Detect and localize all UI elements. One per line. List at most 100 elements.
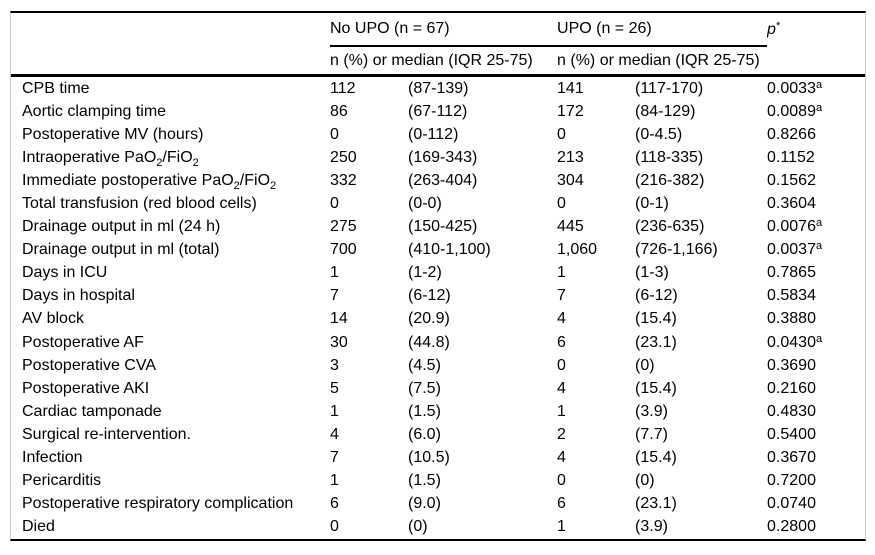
- row-label-cell: Aortic clamping time: [22, 102, 167, 120]
- upo-n-cell: 304: [557, 171, 584, 189]
- empty-header-cell: [11, 13, 330, 46]
- no-upo-iqr-cell: (20.9): [408, 310, 450, 328]
- upo-n-cell: 1: [557, 402, 566, 420]
- p-value-cell: 0.3690: [767, 356, 816, 374]
- table-row: Days in ICU 1 (1-2) 1 (1-3) 0.7865: [11, 262, 865, 285]
- table-row: Postoperative respiratory complication 6 (…: [11, 493, 865, 516]
- no-upo-n-cell: 30: [330, 333, 348, 351]
- p-value-cell: 0.0037a: [767, 240, 823, 259]
- p-value-cell: 0.1152: [767, 148, 815, 166]
- upo-n-cell: 0: [557, 125, 566, 143]
- row-label-cell: Intraoperative PaO2/FiO2: [22, 148, 199, 169]
- table-header: No UPO (n = 67) UPO (n = 26) p* n (%) or…: [11, 13, 865, 77]
- upo-n-cell: 6: [557, 495, 566, 513]
- no-upo-n-cell: 3: [330, 356, 339, 374]
- p-value-cell: 0.3880: [767, 310, 816, 328]
- table-row: Drainage output in ml (24 h) 275 (150-425)…: [11, 216, 865, 239]
- p-symbol: p: [767, 20, 776, 38]
- upo-iqr-cell: (23.1): [635, 495, 677, 513]
- group-header-row: No UPO (n = 67) UPO (n = 26) p*: [11, 13, 865, 47]
- no-upo-iqr-cell: (9.0): [408, 495, 441, 513]
- upo-iqr-cell: (7.7): [635, 425, 668, 443]
- table-row: Postoperative AF 30 (44.8) 6 (23.1) 0.0430a: [11, 331, 865, 354]
- no-upo-iqr-cell: (10.5): [408, 449, 450, 467]
- table-body: CPB time 112 (87-139) 141 (117-170) 0.0033a Ao…: [11, 76, 865, 539]
- upo-iqr-cell: (1-3): [635, 264, 669, 282]
- upo-n-cell: 7: [557, 287, 566, 305]
- table-row: Drainage output in ml (total) 700 (410-1,1…: [11, 239, 865, 262]
- table-row: CPB time 112 (87-139) 141 (117-170) 0.0033a: [11, 76, 865, 101]
- upo-iqr-cell: (15.4): [635, 449, 677, 467]
- upo-subheader: n (%) or median (IQR 25-75): [557, 46, 768, 77]
- no-upo-iqr-cell: (410-1,100): [408, 241, 491, 259]
- p-value-cell: 0.0033a: [767, 78, 823, 97]
- no-upo-n-cell: 1: [330, 264, 339, 282]
- table-row: Surgical re-intervention. 4 (6.0) 2 (7.7) 0.5…: [11, 423, 865, 446]
- p-value-cell: 0.0089a: [767, 101, 823, 120]
- table-row: Pericarditis 1 (1.5) 0 (0) 0.7200: [11, 470, 865, 493]
- subscript: 2: [192, 156, 199, 169]
- no-upo-iqr-cell: (6.0): [408, 425, 441, 443]
- no-upo-n-cell: 332: [330, 171, 357, 189]
- row-label-cell: Postoperative AF: [22, 333, 144, 351]
- table-row: AV block 14 (20.9) 4 (15.4) 0.3880: [11, 308, 865, 331]
- no-upo-iqr-cell: (150-425): [408, 218, 478, 236]
- table-row: Intraoperative PaO2/FiO2 250 (169-343) 213 (…: [11, 146, 865, 169]
- p-value-cell: 0.7200: [767, 472, 816, 490]
- upo-iqr-cell: (84-129): [635, 102, 696, 120]
- no-upo-n-cell: 86: [330, 102, 348, 120]
- row-label-cell: Died: [22, 518, 55, 536]
- upo-n-cell: 0: [557, 195, 566, 213]
- footnote-marker: a: [815, 332, 823, 345]
- no-upo-n-cell: 14: [330, 310, 348, 328]
- table-row: Infection 7 (10.5) 4 (15.4) 0.3670: [11, 447, 865, 470]
- no-upo-n-cell: 0: [330, 195, 339, 213]
- row-label-cell: CPB time: [22, 79, 90, 97]
- p-value-cell: 0.5400: [767, 425, 816, 443]
- table-row: Total transfusion (red blood cells) 0 (0-0…: [11, 192, 865, 215]
- upo-iqr-cell: (118-335): [635, 148, 704, 166]
- footnote-marker: a: [815, 240, 823, 253]
- p-value-cell: 0.2160: [767, 379, 816, 397]
- table-row: Immediate postoperative PaO2/FiO2 332 (263…: [11, 169, 865, 192]
- upo-n-cell: 141: [557, 79, 584, 97]
- no-upo-n-cell: 112: [330, 79, 356, 97]
- row-label-cell: Surgical re-intervention.: [22, 425, 191, 443]
- no-upo-iqr-cell: (1.5): [408, 402, 441, 420]
- no-upo-iqr-cell: (87-139): [408, 79, 469, 97]
- upo-n-cell: 6: [557, 333, 566, 351]
- upo-n-cell: 4: [557, 310, 566, 328]
- outcomes-comparison-table: No UPO (n = 67) UPO (n = 26) p* n (%) or…: [10, 11, 866, 541]
- p-value-cell: 0.4830: [767, 402, 816, 420]
- row-label-cell: Total transfusion (red blood cells): [22, 195, 257, 213]
- footnote-marker: a: [815, 101, 823, 114]
- no-upo-n-cell: 1: [330, 472, 339, 490]
- no-upo-n-cell: 7: [330, 287, 339, 305]
- subscript: 2: [156, 156, 163, 169]
- table-row: Cardiac tamponade 1 (1.5) 1 (3.9) 0.4830: [11, 400, 865, 423]
- no-upo-n-cell: 0: [330, 125, 339, 143]
- no-upo-iqr-cell: (6-12): [408, 287, 451, 305]
- p-value-cell: 0.0740: [767, 495, 816, 513]
- upo-n-cell: 2: [557, 425, 566, 443]
- empty-subheader-cell: [11, 46, 330, 77]
- upo-n-cell: 1,060: [557, 241, 598, 259]
- p-value-cell: 0.0076a: [767, 217, 823, 236]
- upo-iqr-cell: (0-4.5): [635, 125, 683, 143]
- p-asterisk-superscript: *: [775, 19, 781, 32]
- p-value-cell: 0.3670: [767, 449, 816, 467]
- row-label-cell: Cardiac tamponade: [22, 402, 162, 420]
- no-upo-n-cell: 250: [330, 148, 357, 166]
- upo-group-header: UPO (n = 26): [557, 13, 768, 47]
- p-value-cell: 0.8266: [767, 125, 816, 143]
- upo-iqr-cell: (216-382): [635, 171, 705, 189]
- upo-n-cell: 1: [557, 264, 566, 282]
- p-value-cell: 0.2800: [767, 518, 816, 536]
- upo-iqr-cell: (23.1): [635, 333, 677, 351]
- row-label-cell: Infection: [22, 449, 83, 467]
- upo-iqr-cell: (0-1): [635, 195, 669, 213]
- no-upo-iqr-cell: (67-112): [408, 102, 468, 120]
- no-upo-iqr-cell: (44.8): [408, 333, 450, 351]
- row-label-cell: Immediate postoperative PaO2/FiO2: [22, 171, 277, 192]
- upo-iqr-cell: (236-635): [635, 218, 705, 236]
